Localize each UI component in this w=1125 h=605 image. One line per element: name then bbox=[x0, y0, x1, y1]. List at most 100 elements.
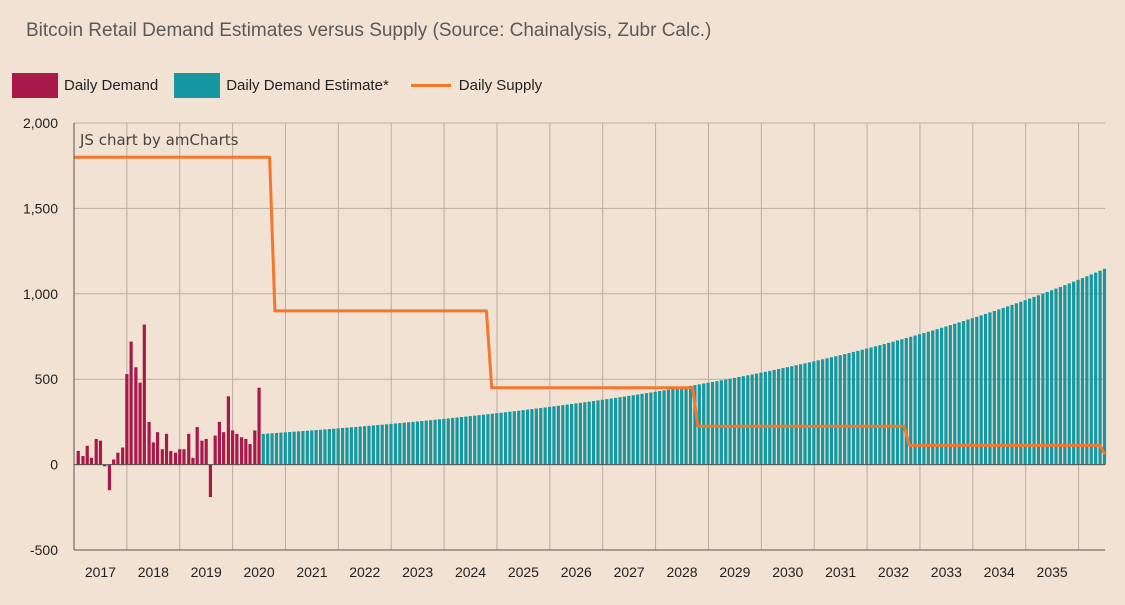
daily-demand-bar bbox=[253, 430, 257, 465]
daily-demand-estimate-bar bbox=[776, 369, 781, 465]
x-tick-label: 2027 bbox=[614, 564, 645, 580]
daily-demand-estimate-bar bbox=[975, 316, 979, 465]
daily-demand-estimate-bar bbox=[931, 330, 935, 465]
daily-demand-bar bbox=[103, 464, 107, 467]
daily-demand-estimate-bar bbox=[512, 411, 516, 465]
daily-demand-estimate-bar bbox=[358, 426, 362, 465]
daily-demand-estimate-bar bbox=[724, 379, 728, 465]
chart-title: Bitcoin Retail Demand Estimates versus S… bbox=[26, 20, 712, 41]
daily-demand-estimate-bar bbox=[574, 403, 578, 465]
daily-demand-estimate-bar bbox=[728, 378, 732, 465]
daily-demand-estimate-bar bbox=[521, 410, 525, 465]
daily-demand-bar bbox=[191, 457, 195, 465]
legend-item-daily-demand[interactable]: Daily Demand bbox=[12, 72, 158, 98]
daily-demand-estimate-bar bbox=[442, 418, 446, 465]
daily-demand-estimate-bar bbox=[622, 396, 627, 465]
daily-demand-estimate-bar bbox=[367, 425, 371, 465]
daily-demand-estimate-bar bbox=[279, 432, 283, 465]
x-tick-label: 2031 bbox=[825, 564, 856, 580]
x-tick-label: 2035 bbox=[1037, 564, 1068, 580]
daily-demand-estimate-bar bbox=[746, 375, 750, 465]
daily-demand-estimate-bar bbox=[433, 419, 437, 465]
daily-demand-estimate-bar bbox=[997, 309, 1001, 465]
daily-demand-estimate-bar bbox=[807, 362, 812, 465]
daily-demand-estimate-bar bbox=[1032, 296, 1036, 465]
daily-demand-estimate-bar bbox=[644, 393, 649, 465]
daily-demand-estimate-bar bbox=[895, 340, 900, 465]
daily-demand-estimate-bar bbox=[596, 400, 600, 465]
x-tick-label: 2030 bbox=[772, 564, 803, 580]
daily-demand-estimate-bar bbox=[340, 427, 345, 465]
daily-demand-estimate-bar bbox=[618, 397, 622, 465]
daily-demand-estimate-bar bbox=[296, 431, 301, 465]
daily-demand-estimate-bar bbox=[754, 373, 759, 465]
daily-demand-estimate-bar bbox=[455, 417, 459, 465]
daily-demand-estimate-bar bbox=[362, 426, 367, 465]
daily-demand-estimate-bar bbox=[865, 348, 869, 465]
daily-demand-estimate-bar bbox=[305, 430, 309, 465]
daily-demand-bar bbox=[173, 452, 178, 465]
daily-demand-bar bbox=[112, 459, 116, 465]
daily-demand-estimate-bar bbox=[790, 366, 794, 465]
daily-demand-estimate-bar bbox=[794, 365, 798, 465]
daily-demand-estimate-bar bbox=[1019, 301, 1023, 465]
daily-demand-estimate-bar bbox=[869, 347, 873, 465]
daily-demand-bar bbox=[85, 445, 89, 465]
daily-demand-estimate-bar bbox=[486, 414, 490, 465]
daily-demand-bar bbox=[248, 444, 252, 465]
daily-supply-line bbox=[74, 155, 1107, 456]
x-tick-label: 2023 bbox=[402, 564, 433, 580]
daily-demand-bar bbox=[226, 396, 230, 465]
daily-demand-bar bbox=[107, 464, 112, 491]
daily-demand-estimate-bar bbox=[631, 395, 635, 465]
daily-demand-estimate-bar bbox=[384, 424, 389, 465]
daily-demand-estimate-bar bbox=[477, 415, 481, 465]
axes bbox=[73, 123, 1105, 551]
legend-swatch-daily-supply bbox=[410, 83, 451, 87]
daily-demand-bar bbox=[76, 450, 80, 465]
daily-demand-estimate-bar bbox=[715, 381, 719, 465]
legend: Daily Demand Daily Demand Estimate* Dail… bbox=[12, 72, 558, 98]
daily-demand-estimate-bar bbox=[935, 329, 939, 465]
daily-demand-estimate-bar bbox=[578, 402, 582, 465]
daily-demand-bar bbox=[178, 449, 182, 465]
daily-demand-bar bbox=[204, 438, 208, 465]
daily-demand-estimate-bar bbox=[429, 420, 433, 465]
daily-demand-estimate-bar bbox=[684, 386, 688, 465]
daily-demand-estimate-bar bbox=[887, 342, 891, 465]
daily-demand-estimate-bar bbox=[1063, 285, 1067, 465]
daily-demand-estimate-bar bbox=[407, 422, 411, 465]
daily-demand-estimate-bar bbox=[420, 421, 424, 465]
legend-item-daily-demand-estimate[interactable]: Daily Demand Estimate* bbox=[174, 72, 389, 98]
daily-demand-bar bbox=[169, 450, 173, 465]
daily-demand-bar bbox=[116, 452, 120, 465]
x-tick-label: 2024 bbox=[455, 564, 486, 580]
daily-demand-bar bbox=[222, 432, 226, 465]
daily-demand-bar bbox=[213, 435, 217, 465]
daily-demand-estimate-bar bbox=[1076, 279, 1080, 465]
daily-demand-estimate-bar bbox=[944, 326, 948, 465]
daily-demand-estimate-bar bbox=[798, 364, 803, 465]
daily-demand-estimate-bar bbox=[856, 350, 860, 465]
daily-demand-estimate-bar bbox=[675, 388, 679, 465]
x-tick-label: 2021 bbox=[296, 564, 327, 580]
daily-demand-estimate-bar bbox=[1023, 300, 1027, 465]
daily-demand-estimate-bar bbox=[763, 371, 767, 465]
daily-demand-estimate-bar bbox=[649, 392, 653, 465]
daily-demand-bar bbox=[147, 421, 151, 465]
daily-demand-estimate-bar bbox=[900, 339, 904, 465]
daily-demand-estimate-bar bbox=[1036, 295, 1041, 465]
daily-demand-estimate-bar bbox=[543, 407, 547, 465]
daily-demand-estimate-bar bbox=[534, 408, 538, 465]
daily-demand-estimate-bar bbox=[270, 433, 274, 465]
x-tick-label: 2019 bbox=[191, 564, 222, 580]
daily-demand-estimate-bar bbox=[446, 418, 450, 465]
daily-demand-estimate-bar bbox=[834, 356, 838, 465]
y-tick-label: 0 bbox=[50, 457, 58, 473]
daily-demand-estimate-bars bbox=[261, 268, 1107, 465]
chart-credit: JS chart by amCharts bbox=[79, 131, 239, 149]
legend-item-daily-supply[interactable]: Daily Supply bbox=[405, 77, 542, 94]
daily-demand-bar bbox=[121, 447, 125, 465]
daily-demand-bar bbox=[208, 464, 213, 498]
